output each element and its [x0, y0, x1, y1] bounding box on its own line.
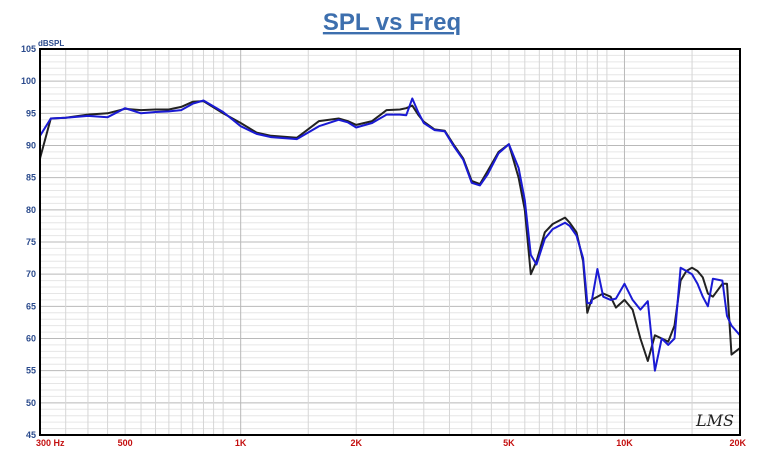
y-axis-unit: dBSPL — [38, 39, 64, 48]
y-tick-label: 55 — [26, 366, 36, 376]
series-lines — [39, 97, 741, 372]
x-tick-label: 1K — [235, 438, 247, 448]
y-tick-label: 100 — [21, 76, 36, 86]
grid-lines — [40, 49, 740, 435]
y-tick-label: 105 — [21, 44, 36, 54]
series-line-1 — [39, 100, 741, 362]
x-tick-label: 300 Hz — [36, 438, 65, 448]
y-tick-label: 85 — [26, 173, 36, 183]
series-line-2 — [39, 97, 741, 372]
y-tick-label: 60 — [26, 334, 36, 344]
x-tick-label: 20K — [729, 438, 746, 448]
y-tick-labels: 45 50 55 60 65 70 75 80 85 90 95 100 105 — [21, 44, 36, 440]
y-tick-label: 45 — [26, 430, 36, 440]
y-tick-label: 70 — [26, 269, 36, 279]
lms-logo: LMS — [695, 411, 734, 430]
x-tick-label: 2K — [350, 438, 362, 448]
y-tick-label: 75 — [26, 237, 36, 247]
x-tick-label: 10K — [616, 438, 633, 448]
x-tick-label: 500 — [118, 438, 133, 448]
y-tick-label: 95 — [26, 108, 36, 118]
plot-frame — [39, 48, 741, 436]
y-tick-label: 80 — [26, 205, 36, 215]
y-tick-label: 90 — [26, 141, 36, 151]
x-tick-label: 5K — [503, 438, 515, 448]
y-tick-label: 50 — [26, 398, 36, 408]
chart-title: SPL vs Freq — [323, 9, 461, 36]
y-tick-label: 65 — [26, 301, 36, 311]
x-tick-labels: 300 Hz 500 1K 2K 5K 10K 20K — [36, 438, 746, 448]
